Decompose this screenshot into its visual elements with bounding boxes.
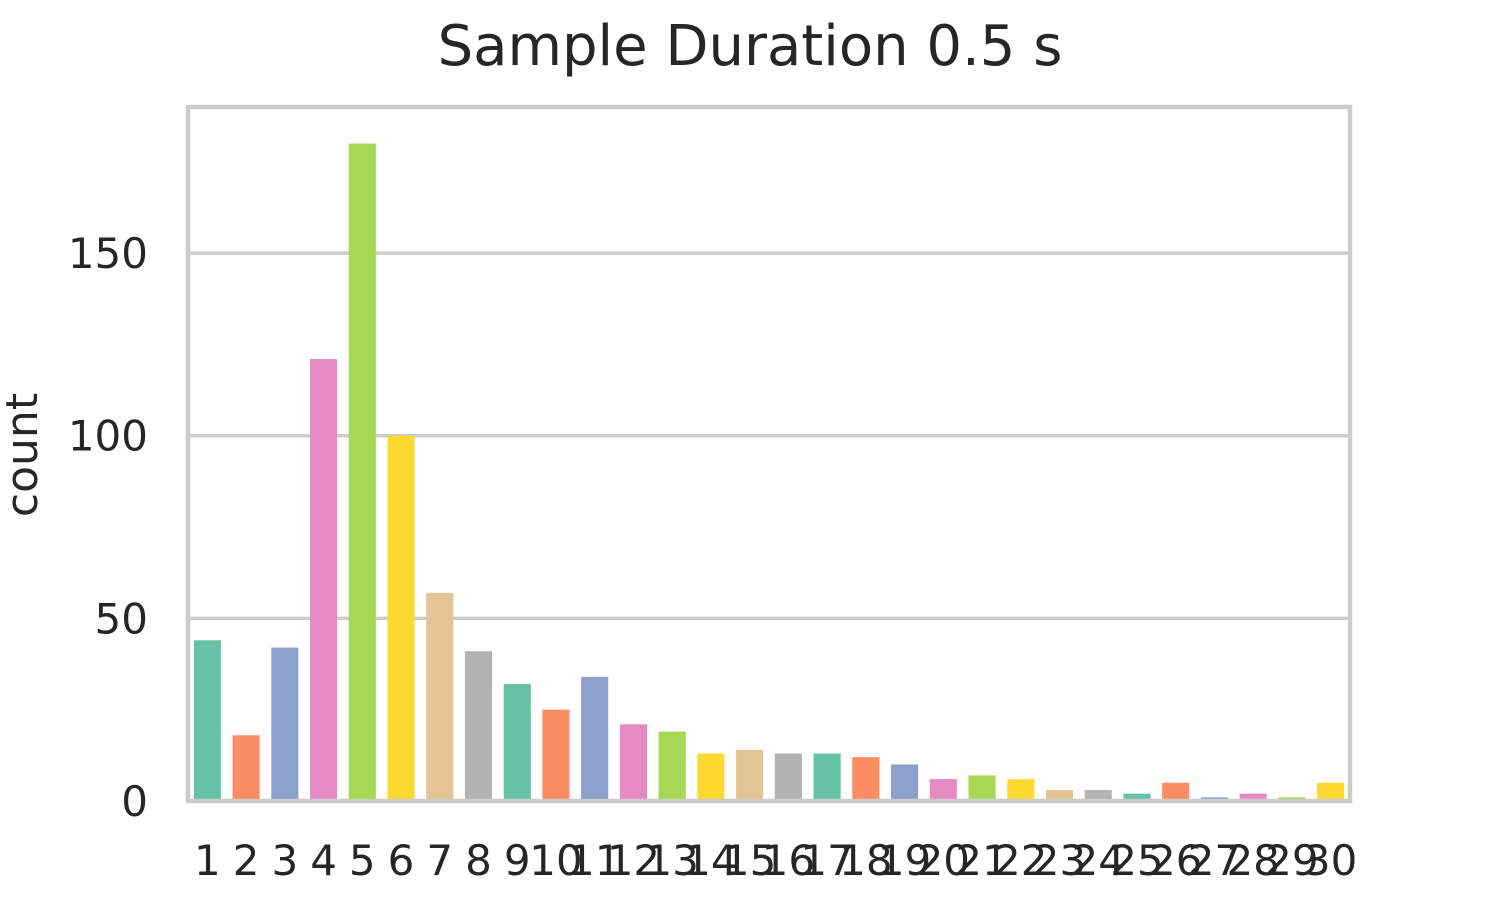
bar <box>310 359 338 801</box>
y-axis-label: count <box>0 393 48 517</box>
x-tick-label: 21 <box>955 836 1008 885</box>
x-tick-label: 11 <box>568 836 621 885</box>
x-tick-label: 30 <box>1304 836 1357 885</box>
x-tick-label: 6 <box>388 836 415 885</box>
x-tick-label: 18 <box>839 836 892 885</box>
bar <box>619 724 647 801</box>
x-tick-label: 7 <box>426 836 453 885</box>
bar <box>658 731 686 801</box>
bar <box>697 753 725 801</box>
x-tick-label: 10 <box>529 836 582 885</box>
x-tick-label: 9 <box>504 836 531 885</box>
x-tick-label: 19 <box>878 836 931 885</box>
x-tick-label: 13 <box>645 836 698 885</box>
bar <box>503 684 531 801</box>
y-tick-label: 100 <box>68 412 148 461</box>
bar <box>193 640 221 801</box>
bar <box>464 651 493 801</box>
bar <box>271 647 299 801</box>
bar <box>542 709 570 801</box>
bar <box>1045 790 1074 801</box>
x-tick-label: 15 <box>723 836 776 885</box>
bar <box>348 143 376 802</box>
x-tick-label: 2 <box>233 836 260 885</box>
y-tick-labels: 0 50 100 150 <box>68 229 148 826</box>
bar <box>426 592 454 801</box>
x-tick-label: 27 <box>1188 836 1241 885</box>
bar <box>1239 793 1267 801</box>
bar <box>1317 782 1345 801</box>
bar <box>1084 790 1112 801</box>
x-tick-label: 12 <box>607 836 660 885</box>
bar <box>852 757 880 801</box>
bar <box>1123 793 1151 801</box>
bar <box>387 435 415 801</box>
bar <box>929 779 957 801</box>
x-tick-labels: 1 2 3 4 5 6 7 8 91011121314151617181920212223242… <box>194 836 1357 885</box>
x-tick-label: 26 <box>1149 836 1202 885</box>
bar <box>736 749 764 801</box>
x-tick-label: 28 <box>1226 836 1279 885</box>
x-tick-label: 3 <box>271 836 298 885</box>
y-tick-label: 0 <box>121 777 148 826</box>
bar <box>1162 782 1190 801</box>
x-tick-label: 5 <box>349 836 376 885</box>
x-tick-label: 17 <box>800 836 853 885</box>
gridlines <box>188 251 1350 621</box>
x-tick-label: 24 <box>1072 836 1125 885</box>
x-tick-label: 23 <box>1033 836 1086 885</box>
x-tick-label: 20 <box>917 836 970 885</box>
bar <box>232 735 260 801</box>
x-tick-label: 14 <box>684 836 737 885</box>
x-tick-label: 25 <box>1110 836 1163 885</box>
x-tick-label: 1 <box>194 836 221 885</box>
x-tick-label: 4 <box>310 836 337 885</box>
bar <box>581 676 609 801</box>
bar <box>968 775 996 801</box>
x-tick-label: 8 <box>465 836 492 885</box>
plot-frame <box>185 104 1353 804</box>
bar <box>774 753 802 801</box>
bars <box>193 143 1345 802</box>
bar <box>891 764 919 801</box>
y-tick-label: 150 <box>68 229 148 278</box>
bar <box>813 753 841 801</box>
y-tick-label: 50 <box>95 594 148 643</box>
x-tick-label: 22 <box>994 836 1047 885</box>
x-tick-label: 16 <box>762 836 815 885</box>
chart-title: Sample Duration 0.5 s <box>438 14 1063 79</box>
x-tick-label: 29 <box>1265 836 1318 885</box>
bar <box>1007 779 1035 801</box>
